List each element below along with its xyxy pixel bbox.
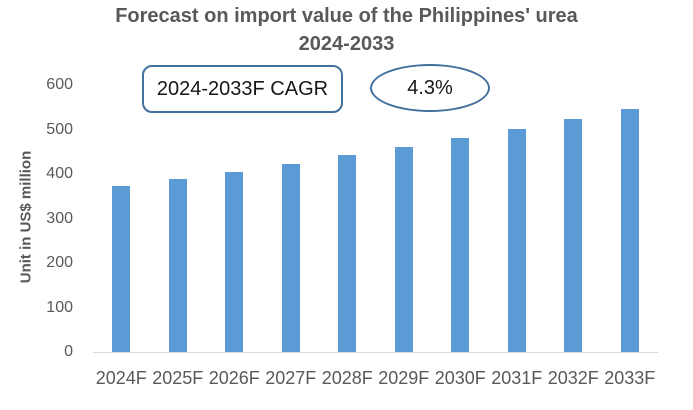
- y-tick-label: 600: [46, 76, 73, 93]
- x-axis-label: 2029F: [378, 368, 430, 388]
- bar-2024F: [112, 186, 131, 352]
- x-axis-label: 2027F: [265, 368, 317, 388]
- bar-2033F: [620, 109, 639, 352]
- y-tick-label: 300: [46, 209, 73, 227]
- x-axis-label: 2033F: [604, 368, 656, 388]
- y-tick-label: 500: [46, 120, 73, 138]
- cagr-label-text: 2024-2033F CAGR: [156, 77, 329, 100]
- bar-2027F: [281, 163, 300, 352]
- cagr-value-text: 4.3%: [407, 76, 453, 99]
- x-axis-label: 2028F: [321, 368, 373, 388]
- bar-2025F: [168, 179, 187, 352]
- cagr-label-box: 2024-2033F CAGR: [142, 65, 343, 113]
- y-tick-label: 100: [46, 298, 73, 316]
- chart-title-line1: Forecast on import value of the Philippi…: [115, 5, 578, 27]
- x-axis-label: 2030F: [434, 368, 486, 388]
- chart-title-line2: 2024-2033: [298, 33, 395, 55]
- y-tick-label: 200: [46, 254, 73, 271]
- x-axis-label: 2025F: [152, 368, 204, 388]
- x-axis-labels: 2024F 2025F 2026F 2027F 2028F 2029F 2030F 2031F…: [93, 368, 658, 388]
- bar-2030F: [451, 137, 470, 352]
- chart-title: Forecast on import value of the Philippi…: [0, 2, 693, 58]
- bar-2028F: [338, 155, 357, 352]
- bar-2032F: [564, 119, 583, 352]
- bar-2026F: [225, 171, 244, 352]
- y-tick-label: 0: [64, 343, 73, 360]
- cagr-value-ellipse: 4.3%: [370, 64, 490, 112]
- y-tick-label: 400: [46, 165, 73, 182]
- x-axis-label: 2024F: [95, 368, 147, 388]
- x-axis-label: 2031F: [491, 368, 543, 388]
- plot-area: [93, 85, 658, 353]
- bar-2029F: [394, 146, 413, 352]
- x-axis-label: 2026F: [208, 368, 260, 388]
- x-axis-label: 2032F: [547, 368, 599, 388]
- bar-2031F: [507, 129, 526, 352]
